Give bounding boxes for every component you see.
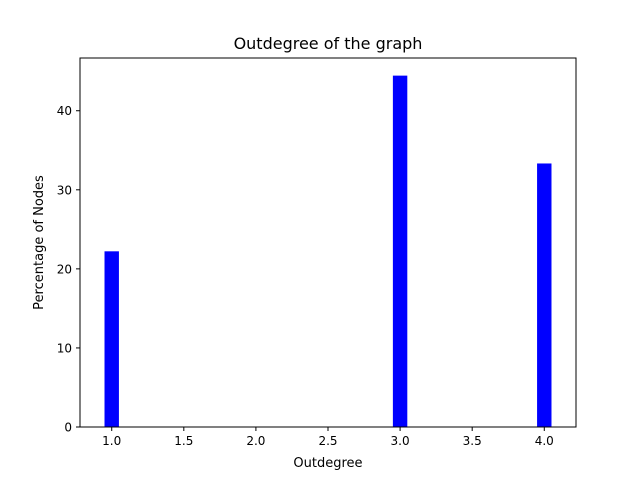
x-tick-label: 1.0 xyxy=(102,434,121,448)
x-tick-label: 2.0 xyxy=(246,434,265,448)
bar-outdegree-3 xyxy=(392,75,408,428)
x-tick-label: 2.5 xyxy=(318,434,337,448)
y-tick-label: 0 xyxy=(64,421,72,435)
bar-outdegree-1 xyxy=(104,251,119,427)
x-tick-label: 1.5 xyxy=(174,434,193,448)
x-tick-label: 3.5 xyxy=(463,434,482,448)
y-tick-label: 20 xyxy=(57,262,72,276)
y-tick-label: 30 xyxy=(57,183,72,197)
x-axis-ticks: 1.0 1.5 2.0 2.5 3.0 3.5 4.0 xyxy=(102,427,554,448)
x-tick-label: 4.0 xyxy=(535,434,554,448)
y-tick-label: 10 xyxy=(57,341,72,355)
y-axis-label: Percentage of Nodes xyxy=(32,175,47,310)
x-tick-label: 3.0 xyxy=(391,434,410,448)
bar-outdegree-4 xyxy=(537,163,552,427)
y-axis-ticks: 0 10 20 30 40 xyxy=(57,104,80,435)
plot-frame xyxy=(79,57,577,428)
bars-group xyxy=(104,75,552,428)
x-axis-label: Outdegree xyxy=(293,456,362,471)
y-tick-label: 40 xyxy=(57,104,72,118)
chart-title: Outdegree of the graph xyxy=(234,34,423,53)
